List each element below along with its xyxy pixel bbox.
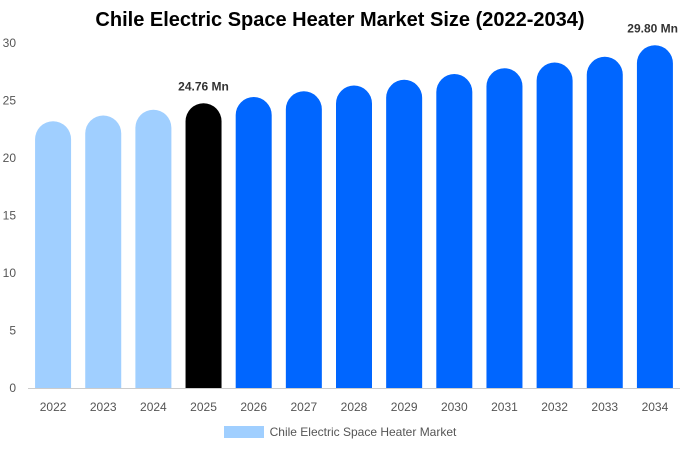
- legend-swatch: [223, 426, 264, 438]
- x-tick-label: 2033: [591, 400, 618, 414]
- bar-2023[interactable]: [85, 115, 122, 388]
- data-label-2025: 24.76 Mn: [178, 79, 229, 93]
- x-tick-label: 2029: [391, 400, 418, 414]
- bar-2029[interactable]: [386, 79, 423, 389]
- x-tick-label: 2032: [541, 400, 568, 414]
- legend[interactable]: Chile Electric Space Heater Market: [0, 425, 680, 439]
- x-tick-label: 2024: [140, 400, 167, 414]
- x-tick-label: 2027: [290, 400, 317, 414]
- y-tick-label: 20: [3, 151, 17, 165]
- x-tick-label: 2031: [491, 400, 518, 414]
- y-axis: 0 5 10 15 20 25 30: [3, 36, 17, 395]
- bar-2024[interactable]: [135, 109, 172, 388]
- bar-2026[interactable]: [235, 97, 272, 389]
- x-axis: 2022 2023 2024 2025 2026 2027 2028 2029 2030 2031…: [40, 400, 669, 414]
- x-tick-label: 2030: [441, 400, 468, 414]
- bar-2034[interactable]: [636, 45, 673, 389]
- y-tick-label: 5: [9, 324, 16, 338]
- bar-2027[interactable]: [285, 91, 322, 389]
- chart-title: Chile Electric Space Heater Market Size …: [95, 9, 585, 31]
- x-tick-label: 2022: [40, 400, 67, 414]
- bars: [35, 45, 673, 389]
- y-tick-label: 0: [9, 381, 16, 395]
- y-tick-label: 25: [3, 94, 17, 108]
- x-tick-label: 2023: [90, 400, 117, 414]
- x-tick-label: 2026: [240, 400, 267, 414]
- bar-2025[interactable]: [185, 103, 222, 388]
- y-tick-label: 30: [3, 36, 17, 50]
- bar-2033[interactable]: [586, 56, 623, 389]
- data-label-2034: 29.80 Mn: [627, 21, 678, 35]
- x-tick-label: 2028: [341, 400, 368, 414]
- x-tick-label: 2034: [642, 400, 669, 414]
- bar-2022[interactable]: [35, 121, 72, 388]
- y-tick-label: 10: [3, 266, 17, 280]
- y-tick-label: 15: [3, 209, 17, 223]
- bar-2028[interactable]: [336, 85, 372, 389]
- x-tick-label: 2025: [190, 400, 217, 414]
- legend-label: Chile Electric Space Heater Market: [269, 425, 457, 439]
- bar-2030[interactable]: [436, 74, 473, 389]
- data-labels: 24.76 Mn 29.80 Mn: [178, 21, 678, 93]
- bar-2032[interactable]: [536, 62, 573, 388]
- bar-2031[interactable]: [486, 68, 523, 389]
